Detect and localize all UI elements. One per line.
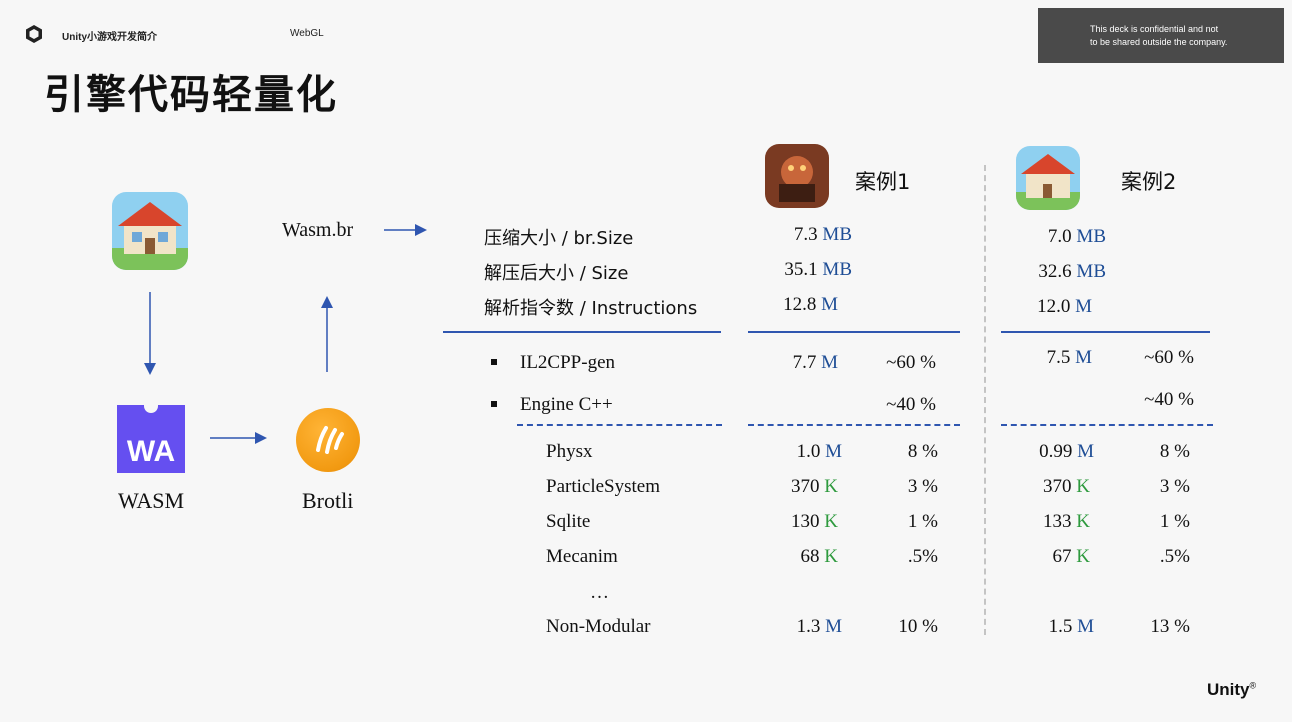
module-c2: 133 K	[1043, 511, 1090, 532]
divider-line	[748, 331, 960, 333]
summary-c1: 35.1 MB	[784, 259, 852, 280]
module-c2-pct: .5%	[1159, 546, 1190, 567]
game-icon-case2	[1016, 146, 1080, 210]
wasm-icon-notch	[144, 405, 158, 413]
case1-title: 案例1	[855, 170, 911, 194]
split-c1-pct: ~40 %	[886, 394, 936, 415]
confidential-line-1: This deck is confidential and not	[1090, 23, 1219, 34]
summary-c1: 7.3 MB	[793, 224, 852, 245]
split-c2: 7.5 M	[1046, 347, 1092, 368]
page-title: 引擎代码轻量化	[44, 72, 338, 118]
module-c2: 370 K	[1043, 476, 1090, 497]
platform-label: WebGL	[290, 28, 324, 39]
split-c1-pct: ~60 %	[886, 352, 936, 373]
split-c1: 7.7 M	[792, 352, 838, 373]
unity-footer-logo: Unity®	[1207, 680, 1257, 699]
module-c2-pct: 13 %	[1150, 616, 1190, 637]
module-ellipsis: …	[590, 582, 609, 603]
case2-title: 案例2	[1121, 170, 1177, 194]
dashed-divider	[1001, 424, 1213, 426]
module-c1-pct: 3 %	[907, 476, 938, 497]
module-c1-pct: .5%	[907, 546, 938, 567]
dashed-divider	[517, 424, 722, 426]
module-c2-pct: 1 %	[1159, 511, 1190, 532]
module-c1-pct: 8 %	[907, 441, 938, 462]
summary-label: 解压后大小 / Size	[484, 263, 629, 284]
module-c2: 0.99 M	[1039, 441, 1094, 462]
confidential-line-2: to be shared outside the company.	[1090, 36, 1228, 47]
dashed-divider	[748, 424, 960, 426]
module-c1: 68 K	[800, 546, 838, 567]
game-icon-case1	[765, 144, 829, 208]
summary-c2: 12.0 M	[1037, 296, 1092, 317]
wasm-br-label: Wasm.br	[282, 219, 354, 241]
bullet-icon	[491, 359, 497, 365]
module-label: Non-Modular	[546, 616, 651, 637]
module-label: ParticleSystem	[546, 476, 660, 497]
summary-c2: 7.0 MB	[1047, 226, 1106, 247]
brotli-icon	[296, 408, 360, 472]
split-c2-pct: ~60 %	[1144, 347, 1194, 368]
brotli-label: Brotli	[302, 488, 354, 513]
divider-line	[443, 331, 721, 333]
wasm-icon: WA	[117, 405, 185, 473]
split-c2-pct: ~40 %	[1144, 389, 1194, 410]
module-c1: 370 K	[791, 476, 838, 497]
split-label: IL2CPP-gen	[520, 352, 615, 373]
wa-text: WA	[126, 435, 176, 468]
module-c2: 67 K	[1052, 546, 1090, 567]
module-label: Mecanim	[546, 546, 618, 567]
confidential-banner: This deck is confidential and not to be …	[1038, 8, 1284, 63]
module-c2-pct: 3 %	[1159, 476, 1190, 497]
module-c1-pct: 1 %	[907, 511, 938, 532]
module-c1: 1.0 M	[796, 441, 842, 462]
split-label: Engine C++	[520, 394, 613, 415]
module-c1: 1.3 M	[796, 616, 842, 637]
summary-c1: 12.8 M	[783, 294, 838, 315]
case-divider	[984, 165, 986, 635]
bullet-icon	[491, 401, 497, 407]
module-c1: 130 K	[791, 511, 838, 532]
module-c2-pct: 8 %	[1159, 441, 1190, 462]
house-game-icon	[112, 192, 188, 270]
brand-label: Unity小游戏开发简介	[62, 32, 157, 43]
module-c2: 1.5 M	[1048, 616, 1094, 637]
summary-label: 解析指令数 / Instructions	[484, 298, 698, 319]
module-label: Sqlite	[546, 511, 591, 532]
wasm-label: WASM	[118, 488, 185, 513]
unity-logo-icon	[26, 25, 42, 43]
divider-line	[1001, 331, 1210, 333]
module-label: Physx	[546, 441, 593, 462]
summary-c2: 32.6 MB	[1038, 261, 1106, 282]
module-c1-pct: 10 %	[898, 616, 938, 637]
summary-label: 压缩大小 / br.Size	[484, 228, 634, 249]
